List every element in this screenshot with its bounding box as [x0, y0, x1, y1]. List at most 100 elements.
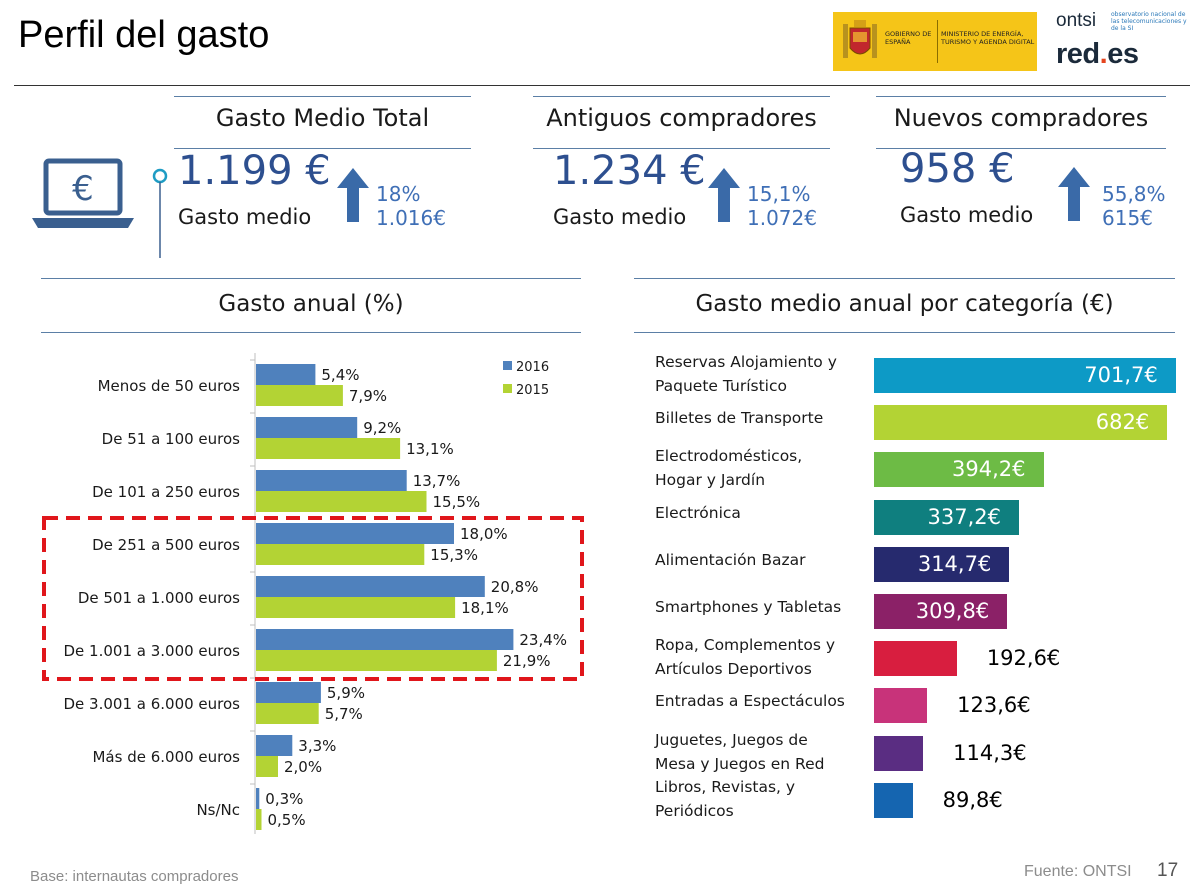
card-new-label: Gasto medio	[900, 203, 1034, 227]
bar-value-label: 20,8%	[491, 578, 539, 596]
category-name: Entradas a Espectáculos	[655, 689, 845, 713]
bar-value-label: 5,4%	[321, 366, 359, 384]
bar-2016	[256, 523, 454, 544]
category-name-line: Paquete Turístico	[655, 377, 787, 395]
card-old-label: Gasto medio	[553, 205, 687, 229]
category-bar	[874, 641, 957, 677]
category-value-label: 114,3€	[953, 740, 1027, 765]
gov-left-text: GOBIERNO DE ESPAÑA	[885, 30, 932, 46]
bar-value-label: 18,0%	[460, 525, 508, 543]
category-label: De 251 a 500 euros	[92, 536, 240, 554]
category-bar	[874, 594, 1008, 629]
category-name: Electrónica	[655, 501, 741, 525]
card-old-value: 1.234 €	[553, 148, 706, 194]
bar-2015	[256, 756, 278, 777]
annual-spend-chart: Menos de 50 euros 5,4% 7,9% De 51 a 100 eur…	[42, 353, 584, 834]
bar-value-label: 5,7%	[325, 705, 363, 723]
category-value-label: 394,2€	[952, 457, 1026, 482]
bar-2016	[256, 417, 358, 438]
legend-swatch-2015	[503, 384, 512, 393]
highlight-box	[42, 516, 584, 681]
title-divider	[14, 85, 1190, 86]
bar-value-label: 15,3%	[430, 546, 478, 564]
pin-connector-icon	[152, 168, 168, 258]
category-name: Reservas Alojamiento y Paquete Turístico	[655, 350, 837, 398]
category-label: De 501 a 1.000 euros	[78, 589, 240, 607]
category-name-line: Libros, Revistas, y	[655, 777, 796, 796]
bar-2016	[256, 788, 260, 809]
category-name: Billetes de Transporte	[655, 406, 823, 430]
bar-2015	[256, 703, 319, 724]
bar-value-label: 0,5%	[268, 811, 306, 829]
bar-2015	[256, 597, 456, 618]
category-label: Más de 6.000 euros	[92, 748, 240, 766]
category-name-line: Alimentación Bazar	[655, 550, 806, 569]
footer-base-note: Base: internautas compradores	[30, 868, 239, 885]
category-value-label: 682€	[1095, 410, 1150, 435]
bar-2015	[256, 385, 343, 406]
category-value-label: 309,8€	[915, 599, 990, 623]
category-bar	[874, 782, 913, 818]
bar-2016	[256, 682, 321, 703]
bar-value-label: 21,9%	[503, 652, 551, 670]
category-bar	[874, 499, 1019, 535]
category-label: De 1.001 a 3.000 euros	[64, 642, 241, 660]
bar-value-label: 13,7%	[413, 472, 461, 490]
category-name-line: Entradas a Espectáculos	[655, 692, 845, 711]
category-name-line: Reservas Alojamiento y	[655, 353, 837, 371]
category-bar	[874, 358, 1176, 393]
up-arrow-icon	[708, 168, 740, 222]
gov-right-text: MINISTERIO DE ENERGÍA, TURISMO Y AGENDA …	[941, 30, 1035, 46]
card-total-previous: 1.016€	[376, 206, 446, 230]
bar-2016	[256, 470, 407, 491]
laptop-euro-symbol: €	[72, 169, 94, 209]
red-es-logo-part: red	[1056, 38, 1100, 70]
category-name-line: Billetes de Transporte	[655, 409, 824, 428]
category-label: Ns/Nc	[196, 801, 240, 819]
bar-value-label: 7,9%	[349, 387, 387, 405]
category-bar	[874, 546, 1010, 582]
category-name-line: Ropa, Complementos y	[655, 636, 836, 655]
red-es-logo-dot: .	[1099, 38, 1108, 70]
up-arrow-icon	[1058, 167, 1090, 221]
category-name-line: Electrodomésticos,	[655, 447, 803, 466]
card-new-heading: Nuevos compradores	[876, 96, 1166, 149]
card-old-previous: 1.072€	[747, 206, 817, 230]
ontsi-subtitle: observatorio nacional de las telecomunic…	[1111, 11, 1187, 32]
category-value-label: 337,2€	[927, 504, 1001, 529]
legend-label: 2015	[516, 383, 549, 398]
bar-value-label: 5,9%	[327, 684, 365, 702]
bar-value-label: 15,5%	[433, 493, 481, 511]
card-total-change: 18%	[376, 182, 421, 206]
category-name: Smartphones y Tabletas	[655, 595, 841, 619]
category-name: Libros, Revistas, y Periódicos	[655, 775, 795, 823]
card-total-value: 1.199 €	[178, 148, 331, 194]
bar-value-label: 9,2%	[363, 419, 401, 437]
bar-2015	[256, 809, 262, 830]
category-value-label: 701,7€	[1084, 363, 1158, 387]
category-name: Electrodomésticos, Hogar y Jardín	[655, 444, 802, 492]
bar-2016	[256, 735, 293, 756]
bar-value-label: 0,3%	[265, 790, 303, 808]
card-old-heading: Antiguos compradores	[533, 96, 830, 149]
legend-swatch-2016	[503, 361, 512, 370]
red-es-logo: red.es	[1056, 38, 1139, 71]
bar-value-label: 18,1%	[461, 599, 509, 617]
bar-2016	[256, 629, 514, 650]
category-name-line: Artículos Deportivos	[655, 660, 812, 679]
bar-2016	[256, 364, 316, 385]
category-name: Juguetes, Juegos de Mesa y Juegos en Red	[655, 728, 825, 776]
category-name-line: Electrónica	[655, 503, 741, 522]
bar-2015	[256, 650, 497, 671]
category-name-line: Juguetes, Juegos de	[655, 730, 808, 749]
ontsi-logo: ontsi	[1056, 10, 1097, 31]
category-name-line: Hogar y Jardín	[655, 471, 766, 490]
government-logo: GOBIERNO DE ESPAÑA MINISTERIO DE ENERGÍA…	[833, 12, 1037, 71]
up-arrow-icon	[337, 168, 369, 222]
card-new-previous: 615€	[1102, 206, 1153, 230]
card-old-change: 15,1%	[747, 182, 811, 206]
card-new-change: 55,8%	[1102, 182, 1166, 206]
footer-source: Fuente: ONTSI	[1024, 863, 1132, 880]
category-label: De 101 a 250 euros	[92, 483, 240, 501]
card-total-label: Gasto medio	[178, 205, 312, 229]
